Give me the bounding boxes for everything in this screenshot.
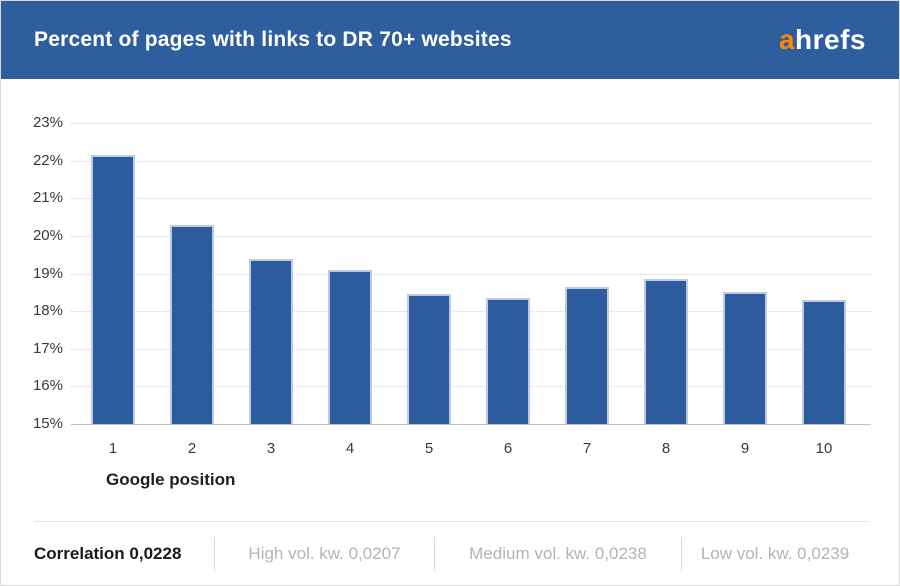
y-tick-label: 21%: [32, 189, 63, 207]
vertical-divider: [214, 537, 215, 571]
x-tick-label: 7: [582, 440, 592, 457]
vertical-divider: [434, 537, 435, 571]
bar-position-5: [407, 294, 451, 424]
x-tick-label: 4: [345, 440, 355, 457]
x-axis-title: Google position: [106, 470, 236, 489]
grid-line: [71, 236, 871, 237]
bar-position-3: [249, 258, 293, 424]
medium-vol-kw-stat: Medium vol. kw. 0,0238: [469, 544, 647, 563]
y-tick-label: 15%: [32, 415, 63, 432]
vertical-divider: [681, 537, 682, 571]
chart-title: Percent of pages with links to DR 70+ we…: [34, 28, 512, 51]
correlation-stat: Correlation 0,0228: [34, 544, 182, 563]
logo-text-hrefs: hrefs: [795, 24, 866, 55]
y-tick-label: 17%: [32, 339, 63, 357]
x-tick-label: 2: [187, 440, 197, 457]
footer-divider-line: [34, 521, 868, 522]
bar-position-7: [565, 286, 609, 424]
header-bar: Percent of pages with links to DR 70+ we…: [1, 1, 899, 79]
x-tick-label: 6: [503, 440, 513, 457]
x-axis-baseline: [71, 424, 871, 425]
bar-position-2: [170, 224, 214, 424]
logo-letter-a: a: [778, 24, 796, 55]
grid-line: [71, 311, 871, 313]
high-vol-kw-stat: High vol. kw. 0,0207: [248, 544, 401, 563]
low-vol-kw-stat: Low vol. kw. 0,0239: [700, 544, 850, 563]
y-tick-label: 16%: [32, 377, 63, 395]
grid-line: [71, 160, 871, 162]
bar-position-4: [328, 269, 372, 424]
grid-line: [71, 273, 871, 275]
x-tick-label: 9: [740, 440, 750, 457]
bar-position-8: [644, 279, 688, 424]
x-tick-label: 3: [266, 440, 276, 457]
grid-line: [71, 386, 871, 388]
bar-position-6: [486, 298, 530, 424]
y-tick-label: 20%: [32, 227, 63, 244]
bar-position-9: [723, 292, 767, 424]
y-tick-label: 23%: [32, 114, 63, 132]
y-tick-label: 18%: [32, 302, 63, 320]
bar-position-10: [802, 299, 846, 424]
ahrefs-logo: ahrefs: [779, 26, 866, 54]
x-tick-label: 1: [108, 440, 118, 457]
grid-line: [71, 123, 871, 125]
bar-position-1: [91, 155, 135, 424]
grid-line: [71, 198, 871, 200]
y-tick-label: 19%: [32, 264, 63, 282]
x-tick-label: 8: [661, 440, 671, 457]
grid-line: [71, 348, 871, 350]
stats-footer: Correlation 0,0228 High vol. kw. 0,0207 …: [34, 537, 868, 571]
y-tick-label: 22%: [32, 151, 63, 169]
x-tick-label: 5: [424, 440, 434, 457]
x-tick-label: 10: [815, 440, 833, 457]
